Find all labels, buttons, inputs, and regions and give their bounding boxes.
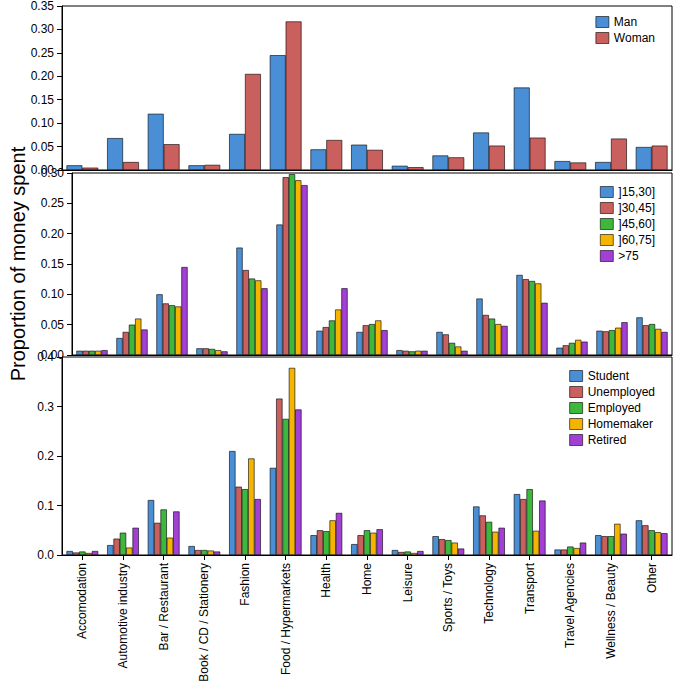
svg-text:0.30: 0.30 [31,22,55,36]
svg-text:Employed: Employed [588,401,641,415]
svg-text:0.10: 0.10 [31,116,55,130]
svg-text:Student: Student [588,369,630,383]
svg-text:0.0: 0.0 [37,548,54,562]
svg-text:Unemployed: Unemployed [588,385,655,399]
svg-text:>75: >75 [618,249,639,263]
svg-text:Man: Man [614,15,637,29]
svg-text:Proportion of money spent: Proportion of money spent [7,146,29,381]
svg-text:0.05: 0.05 [31,140,55,154]
svg-text:0.2: 0.2 [37,449,54,463]
svg-text:Retired: Retired [588,433,627,447]
svg-text:0.05: 0.05 [41,318,65,332]
svg-text:Book / CD / Stationery: Book / CD / Stationery [197,563,211,682]
svg-text:0.4: 0.4 [37,350,54,364]
svg-text:]45,60]: ]45,60] [618,217,655,231]
svg-text:0.20: 0.20 [41,227,65,241]
svg-text:0.1: 0.1 [37,499,54,513]
svg-text:Accomodation: Accomodation [75,563,89,639]
svg-text:]60,75]: ]60,75] [618,233,655,247]
svg-text:Homemaker: Homemaker [588,417,653,431]
svg-text:0.10: 0.10 [41,287,65,301]
svg-text:0.25: 0.25 [31,46,55,60]
svg-text:0.25: 0.25 [41,196,65,210]
svg-text:Health: Health [319,563,333,598]
svg-text:0.3: 0.3 [37,400,54,414]
svg-text:Bar / Restaurant: Bar / Restaurant [157,562,171,650]
svg-text:]30,45]: ]30,45] [618,201,655,215]
svg-text:0.15: 0.15 [41,257,65,271]
svg-text:Automotive industry: Automotive industry [116,563,130,668]
svg-text:0.35: 0.35 [31,0,55,13]
svg-text:Leisure: Leisure [401,563,415,603]
svg-text:Travel Agencies: Travel Agencies [563,563,577,648]
svg-text:0.20: 0.20 [31,69,55,83]
svg-text:Home: Home [360,563,374,595]
svg-text:Transport: Transport [523,562,537,614]
svg-text:Fashion: Fashion [238,563,252,606]
svg-text:Other: Other [645,563,659,593]
svg-text:0.30: 0.30 [41,166,65,180]
svg-text:Sports / Toys: Sports / Toys [441,563,455,632]
svg-text:Food / Hypermarkets: Food / Hypermarkets [279,563,293,675]
svg-text:Wellness / Beauty: Wellness / Beauty [604,563,618,659]
svg-text:Woman: Woman [614,31,655,45]
svg-text:Technology: Technology [482,563,496,624]
svg-text:]15,30]: ]15,30] [618,185,655,199]
svg-text:0.15: 0.15 [31,93,55,107]
